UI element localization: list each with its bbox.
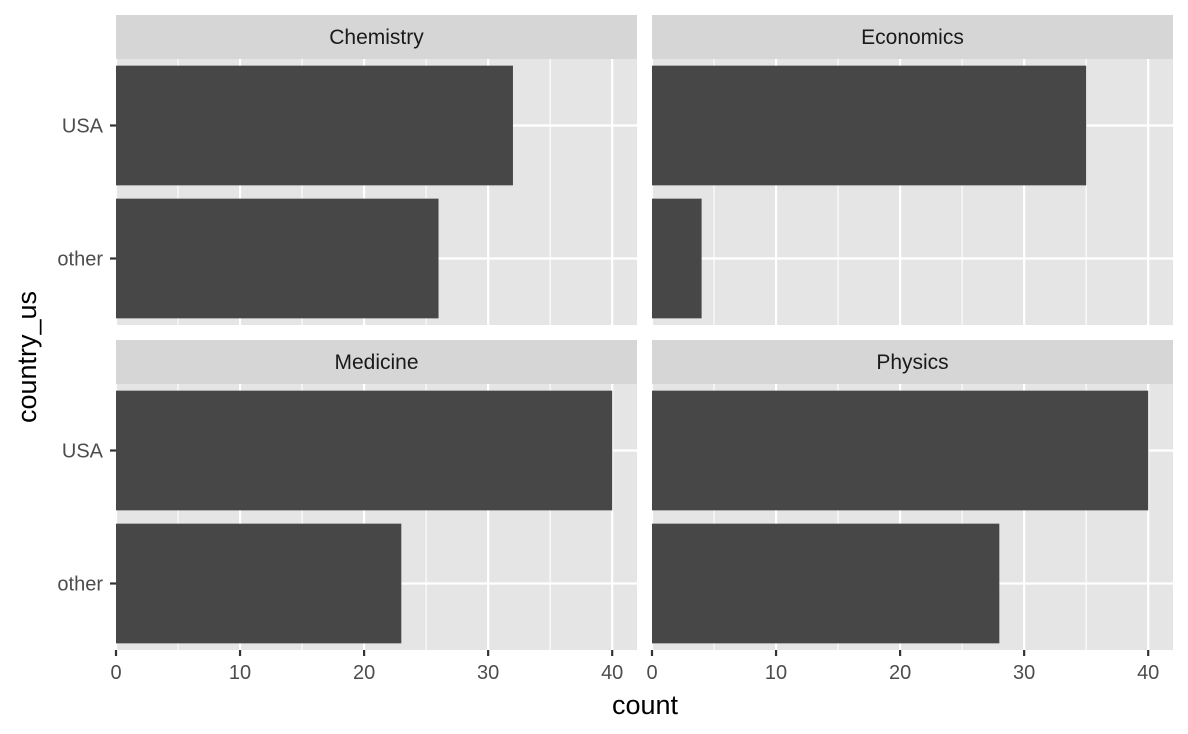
facet-panel-physics: Physics 0 10 20 30 40 (646, 340, 1173, 684)
bar-usa (652, 390, 1149, 511)
facet-panel-economics: Economics (650, 15, 1173, 325)
facet-panels: Chemistry USA other Economics Medicine USA oth… (57, 15, 1173, 684)
x-tick-label: 20 (889, 662, 911, 684)
facet-strip (652, 340, 1173, 384)
x-tick-label: 40 (1137, 662, 1159, 684)
facet-strip-label: Medicine (334, 351, 418, 374)
x-tick-label: 40 (601, 662, 623, 684)
facet-strip (652, 15, 1173, 59)
bar-other (652, 523, 1000, 644)
y-tick-label: USA (62, 441, 104, 463)
bar-other (652, 198, 702, 319)
bar-other (116, 198, 439, 319)
x-tick-label: 20 (353, 662, 375, 684)
facet-panel-chemistry: Chemistry USA other (57, 15, 637, 325)
x-tick-label: 10 (229, 662, 251, 684)
bar-usa (116, 65, 513, 186)
bar-other (116, 523, 402, 644)
facet-strip (116, 340, 637, 384)
x-tick-label: 0 (646, 662, 657, 684)
facet-strip (116, 15, 637, 59)
bar-usa (652, 65, 1087, 186)
x-tick-label: 30 (1013, 662, 1035, 684)
y-tick-label: other (57, 574, 103, 596)
facet-strip-label: Economics (861, 26, 964, 49)
facet-panel-medicine: Medicine USA other 0 10 20 30 40 (57, 340, 637, 684)
bar-usa (116, 390, 613, 511)
y-axis-title: country_us (12, 291, 42, 423)
y-tick-label: USA (62, 116, 104, 138)
facet-strip-label: Physics (876, 351, 948, 374)
x-tick-label: 0 (110, 662, 121, 684)
facet-strip-label: Chemistry (329, 26, 424, 49)
y-tick-label: other (57, 249, 103, 271)
x-axis-title: count (612, 690, 679, 720)
x-tick-label: 30 (477, 662, 499, 684)
x-tick-label: 10 (765, 662, 787, 684)
